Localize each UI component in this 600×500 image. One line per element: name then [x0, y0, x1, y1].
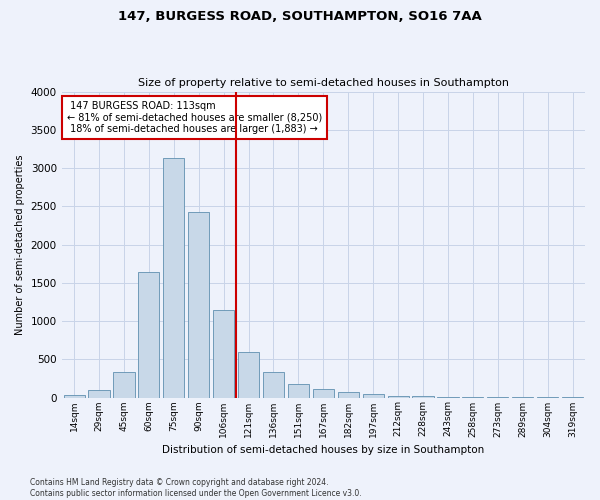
Bar: [213, 310, 234, 398]
Title: Size of property relative to semi-detached houses in Southampton: Size of property relative to semi-detach…: [138, 78, 509, 88]
Bar: [362, 394, 384, 398]
Bar: [138, 272, 160, 398]
Bar: [288, 384, 309, 398]
Text: 147, BURGESS ROAD, SOUTHAMPTON, SO16 7AA: 147, BURGESS ROAD, SOUTHAMPTON, SO16 7AA: [118, 10, 482, 23]
Bar: [88, 390, 110, 398]
Text: Contains HM Land Registry data © Crown copyright and database right 2024.
Contai: Contains HM Land Registry data © Crown c…: [30, 478, 362, 498]
Text: 147 BURGESS ROAD: 113sqm
← 81% of semi-detached houses are smaller (8,250)
 18% : 147 BURGESS ROAD: 113sqm ← 81% of semi-d…: [67, 100, 322, 134]
Bar: [64, 395, 85, 398]
Bar: [313, 389, 334, 398]
Bar: [462, 397, 484, 398]
Bar: [263, 372, 284, 398]
Bar: [388, 396, 409, 398]
Y-axis label: Number of semi-detached properties: Number of semi-detached properties: [15, 154, 25, 335]
Bar: [188, 212, 209, 398]
Bar: [238, 352, 259, 398]
Bar: [412, 396, 434, 398]
Bar: [163, 158, 184, 398]
Bar: [113, 372, 134, 398]
Bar: [437, 396, 458, 398]
X-axis label: Distribution of semi-detached houses by size in Southampton: Distribution of semi-detached houses by …: [162, 445, 484, 455]
Bar: [338, 392, 359, 398]
